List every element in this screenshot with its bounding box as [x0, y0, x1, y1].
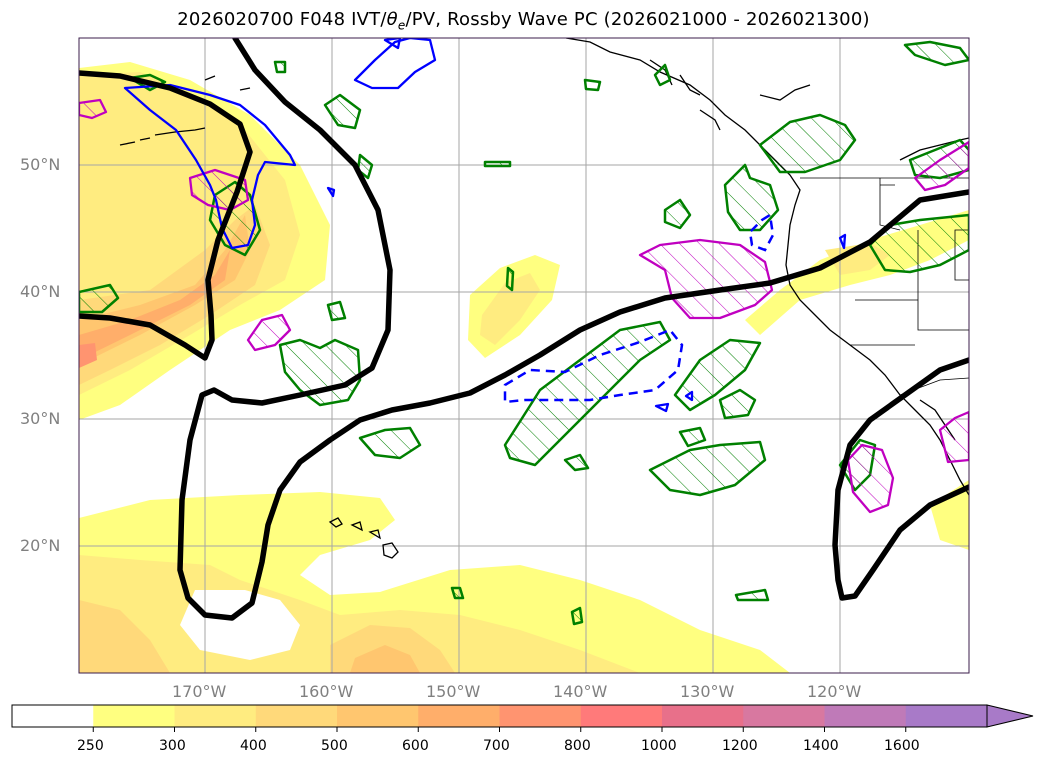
- colorbar-tick-1000: 1000: [641, 738, 677, 754]
- colorbar-frame: [11, 704, 988, 728]
- ivt-shading: [79, 62, 969, 673]
- lat-label-40: 40°N: [20, 282, 61, 301]
- lat-label-50: 50°N: [20, 155, 61, 174]
- colorbar-segment: [580, 705, 663, 727]
- colorbar-segment: [174, 705, 257, 727]
- colorbar-tick-600: 600: [402, 738, 429, 754]
- pv-negative-dashed-contours: [503, 212, 775, 404]
- colorbar-segment: [743, 705, 825, 727]
- colorbar-tick-1400: 1400: [803, 738, 839, 754]
- colorbar-segment: [824, 705, 907, 727]
- map-frame: [78, 37, 970, 674]
- colorbar-segment: [255, 705, 338, 727]
- lat-label-30: 30°N: [20, 409, 61, 428]
- colorbar-tick-500: 500: [321, 738, 348, 754]
- lat-label-20: 20°N: [20, 536, 61, 555]
- colorbar-segment: [93, 705, 175, 727]
- lon-label-160w: 160°W: [299, 682, 354, 701]
- colorbar-segment: [418, 705, 500, 727]
- colorbar: [12, 705, 988, 732]
- colorbar-tick-300: 300: [159, 738, 186, 754]
- lon-label-170w: 170°W: [172, 682, 227, 701]
- lon-label-120w: 120°W: [807, 682, 862, 701]
- colorbar-tick-400: 400: [240, 738, 267, 754]
- map-plot-area: [79, 38, 969, 673]
- colorbar-segment: [337, 705, 419, 727]
- rossby-wave-pc-contours: [79, 38, 969, 621]
- colorbar-segment: [499, 705, 582, 727]
- colorbar-segment: [12, 705, 94, 727]
- colorbar-extend-arrow: [986, 704, 1034, 728]
- colorbar-tick-800: 800: [564, 738, 591, 754]
- colorbar-segment: [905, 705, 988, 727]
- colorbar-tick-1200: 1200: [722, 738, 758, 754]
- title-prefix: 2026020700 F048 IVT/: [177, 9, 387, 30]
- colorbar-tick-700: 700: [483, 738, 510, 754]
- lon-label-130w: 130°W: [680, 682, 735, 701]
- map-title: 2026020700 F048 IVT/θe/PV, Rossby Wave P…: [0, 9, 1047, 33]
- colorbar-tick-250: 250: [77, 738, 104, 754]
- colorbar-tick-1600: 1600: [884, 738, 920, 754]
- lon-label-140w: 140°W: [553, 682, 608, 701]
- title-suffix: /PV, Rossby Wave PC (2026021000 - 202602…: [405, 9, 870, 30]
- title-theta: θ: [386, 9, 398, 30]
- colorbar-segment: [662, 705, 744, 727]
- lon-label-150w: 150°W: [426, 682, 481, 701]
- pv-negative-contours: [123, 38, 847, 413]
- title-theta-sub: e: [397, 18, 406, 33]
